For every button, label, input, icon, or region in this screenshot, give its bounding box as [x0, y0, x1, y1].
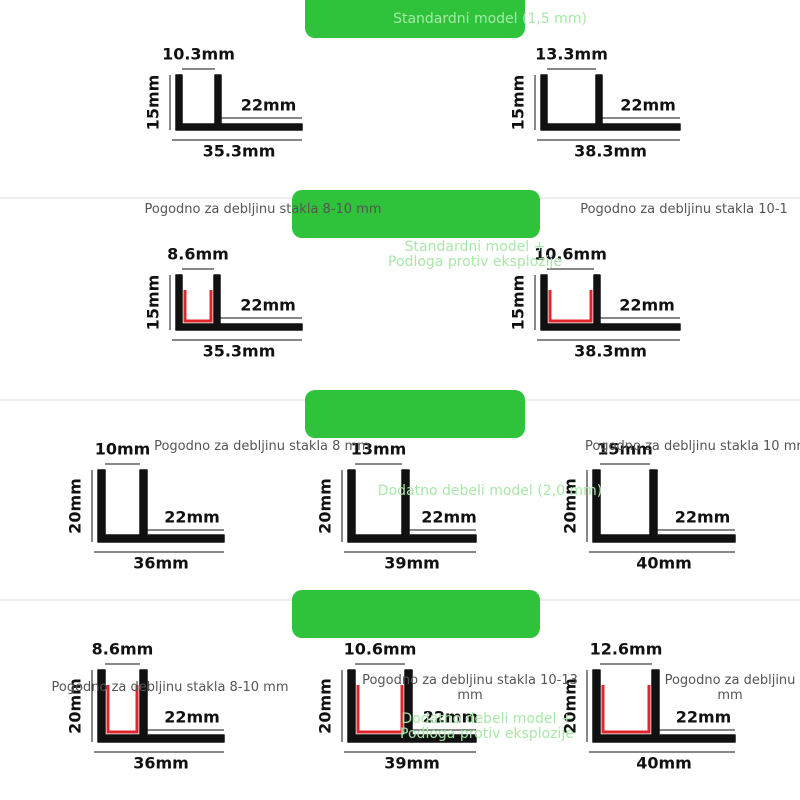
flange-label: 22mm: [241, 96, 297, 115]
height-label: 20mm: [66, 478, 85, 534]
total-label: 39mm: [384, 554, 440, 573]
height-label: 15mm: [144, 75, 163, 131]
flange-label: 22mm: [164, 708, 220, 727]
tab-line: Standardni model +: [404, 239, 546, 255]
green-tab: [305, 390, 525, 438]
note: Pogodno za debljinu stakla 10-13 mm: [320, 673, 620, 703]
note-line: Pogodno za debljinu stakla 10-1: [580, 202, 788, 217]
green-tab: [292, 190, 540, 238]
note-line: Pogodno za debljinu stakla 8-10 mm: [144, 202, 382, 217]
profile: [592, 469, 736, 543]
gap-label: 8.6mm: [167, 245, 229, 264]
height-label: 20mm: [561, 678, 580, 734]
note: Pogodno za debljinu stakla 10-1: [534, 202, 800, 217]
tab-line: Podloga protiv eksplozije: [400, 726, 574, 742]
tab-label: Dodatno debeli model + Podloga protiv eks…: [337, 712, 637, 742]
total-label: 38.3mm: [574, 342, 647, 361]
total-label: 35.3mm: [203, 142, 276, 161]
note-line: Pogodno za debljinu stakla 10 mm: [584, 439, 800, 454]
gap-label: 13.3mm: [535, 45, 608, 64]
flange-label: 22mm: [240, 296, 296, 315]
note: Pogodno za debljinu stakla 10 mm: [547, 439, 800, 454]
flange-label: 22mm: [421, 508, 477, 527]
profile: [347, 469, 477, 543]
gap-label: 10mm: [95, 440, 151, 459]
flange-label: 22mm: [676, 708, 732, 727]
gap-label: 12.6mm: [590, 640, 663, 659]
note-line: mm: [717, 688, 743, 703]
note-line: Pogodno za debljinu stakla 10-13: [362, 673, 578, 688]
height-label: 15mm: [509, 275, 528, 331]
profile: [540, 274, 681, 331]
green-tab: [292, 590, 540, 638]
tab-label: Standardni model (1,5 mm): [340, 12, 640, 27]
flange-label: 22mm: [675, 508, 731, 527]
note: Pogodno za debljinu stakla 8-10 mm: [20, 680, 320, 695]
tab-line: Podloga protiv eksplozije: [388, 254, 562, 270]
flange-label: 22mm: [423, 708, 479, 727]
profile: [175, 74, 303, 131]
total-label: 40mm: [636, 754, 692, 773]
total-label: 36mm: [133, 554, 189, 573]
total-label: 35.3mm: [203, 342, 276, 361]
anti-burst-liner: [106, 685, 139, 734]
anti-burst-liner: [183, 290, 213, 323]
tab-line: Dodatno debeli model +: [401, 711, 573, 727]
tab-line: Standardni model (1,5 mm): [393, 11, 587, 27]
height-label: 15mm: [144, 275, 163, 331]
profile: [347, 669, 477, 743]
flange-label: 22mm: [619, 296, 675, 315]
anti-burst-liner: [356, 685, 404, 734]
tab-label: Dodatno debeli model (2,0 mm): [340, 484, 640, 499]
profile: [97, 469, 225, 543]
note-line: Pogodno za debljinu stakla 8-10 mm: [51, 680, 289, 695]
height-label: 20mm: [316, 678, 335, 734]
note: Pogodno za debljinu stakla 8-10 mm: [113, 202, 413, 217]
anti-burst-liner: [548, 290, 593, 323]
note-line: Pogodno za debljinu stakla 8 mm: [154, 439, 370, 454]
gap-label: 15mm: [597, 440, 653, 459]
gap-label: 10.3mm: [162, 45, 235, 64]
tab-label: Standardni model + Podloga protiv eksploz…: [325, 240, 625, 270]
gap-label: 8.6mm: [92, 640, 154, 659]
profile: [175, 274, 303, 331]
note: Pogodno za debljinu stakla 8 mm: [112, 439, 412, 454]
tab-line: Dodatno debeli model (2,0 mm): [377, 483, 603, 499]
green-tab: [305, 0, 525, 38]
height-label: 15mm: [509, 75, 528, 131]
anti-burst-liner: [601, 685, 651, 734]
height-label: 20mm: [66, 678, 85, 734]
total-label: 36mm: [133, 754, 189, 773]
note-line: Pogodno za debljinu: [664, 673, 796, 688]
total-label: 38.3mm: [574, 142, 647, 161]
profile: [540, 74, 681, 131]
height-label: 20mm: [561, 478, 580, 534]
note: Pogodno za debljinu mm: [580, 673, 800, 703]
note-line: mm: [457, 688, 483, 703]
total-label: 40mm: [636, 554, 692, 573]
gap-label: 10.6mm: [534, 245, 607, 264]
flange-label: 22mm: [620, 96, 676, 115]
gap-label: 10.6mm: [344, 640, 417, 659]
total-label: 39mm: [384, 754, 440, 773]
flange-label: 22mm: [164, 508, 220, 527]
profile: [592, 669, 736, 743]
gap-label: 13mm: [351, 440, 407, 459]
profile: [97, 669, 225, 743]
height-label: 20mm: [316, 478, 335, 534]
